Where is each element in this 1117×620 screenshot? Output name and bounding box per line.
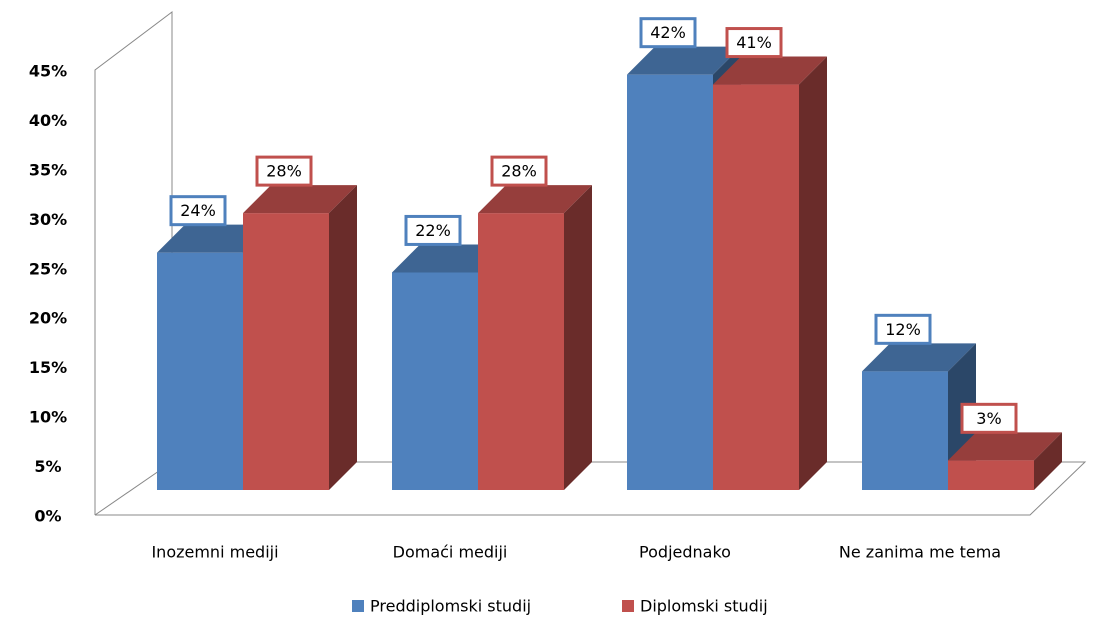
bar-front bbox=[862, 371, 948, 490]
bar-side bbox=[329, 185, 357, 490]
y-tick-label: 0% bbox=[34, 507, 61, 526]
data-label-box bbox=[404, 214, 462, 246]
data-label-box bbox=[490, 155, 548, 187]
x-tick-label: Inozemni mediji bbox=[151, 543, 278, 562]
bar-top bbox=[948, 432, 1062, 461]
bar-front bbox=[157, 252, 243, 490]
bar-top bbox=[478, 185, 592, 214]
bar-top bbox=[713, 56, 827, 85]
data-label-box bbox=[255, 155, 313, 187]
data-label-box bbox=[639, 17, 697, 49]
y-tick-label: 10% bbox=[29, 408, 67, 427]
data-label: 28% bbox=[501, 162, 537, 181]
data-label-box bbox=[725, 27, 783, 59]
bar-front bbox=[392, 272, 478, 490]
y-tick-label: 45% bbox=[29, 62, 67, 81]
x-tick-label: Ne zanima me tema bbox=[839, 543, 1001, 562]
bar-top bbox=[862, 343, 976, 372]
data-label: 22% bbox=[415, 221, 451, 240]
x-tick-label: Podjednako bbox=[639, 543, 731, 562]
bar-side bbox=[799, 56, 827, 491]
data-label: 28% bbox=[266, 162, 302, 181]
x-tick-label: Domaći mediji bbox=[393, 543, 508, 562]
data-label-box bbox=[960, 402, 1018, 434]
data-label: 24% bbox=[180, 201, 216, 220]
bar-front bbox=[948, 460, 1034, 490]
legend-swatch bbox=[352, 600, 364, 612]
data-label-box bbox=[874, 313, 932, 345]
bar-side bbox=[1034, 432, 1062, 490]
data-label: 42% bbox=[650, 23, 686, 42]
bar-front bbox=[627, 74, 713, 491]
y-tick-label: 15% bbox=[29, 358, 67, 377]
bar-front bbox=[243, 213, 329, 490]
y-tick-label: 30% bbox=[29, 210, 67, 229]
y-tick-label: 35% bbox=[29, 160, 67, 179]
legend-label: Preddiplomski studij bbox=[370, 597, 531, 616]
bar-front bbox=[713, 84, 799, 491]
y-tick-label: 40% bbox=[29, 111, 67, 130]
legend-swatch bbox=[622, 600, 634, 612]
y-tick-label: 25% bbox=[29, 259, 67, 278]
data-label: 3% bbox=[976, 409, 1001, 428]
legend-label: Diplomski studij bbox=[640, 597, 768, 616]
data-label-box bbox=[169, 195, 227, 227]
y-tick-label: 20% bbox=[29, 309, 67, 328]
bar-side bbox=[564, 185, 592, 490]
data-label: 12% bbox=[885, 320, 921, 339]
y-tick-label: 5% bbox=[34, 457, 61, 476]
bar-top bbox=[243, 185, 357, 214]
bar-top bbox=[627, 46, 741, 75]
data-label: 41% bbox=[736, 33, 772, 52]
bar-top bbox=[392, 244, 506, 273]
bar-front bbox=[478, 213, 564, 490]
bar-top bbox=[157, 224, 271, 253]
